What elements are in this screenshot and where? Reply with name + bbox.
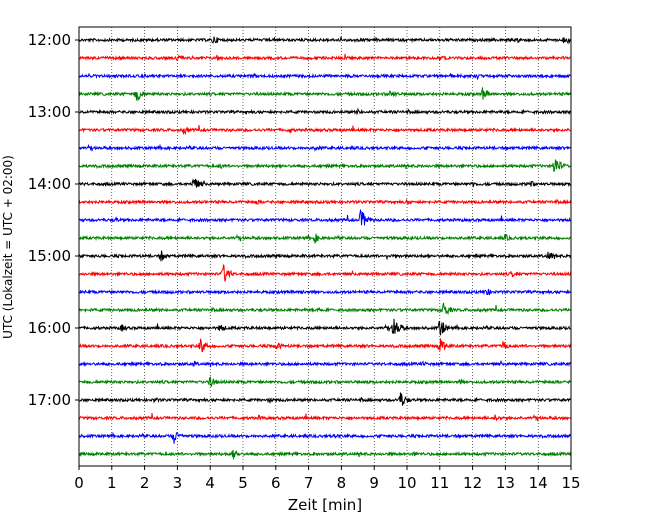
x-tick-label: 8	[337, 474, 347, 492]
y-axis-ticks: 12:00 13:00 14:00 15:00 16:00 17:00	[28, 31, 79, 409]
y-tick-label: 17:00	[28, 391, 71, 409]
seismogram-trace	[78, 288, 572, 296]
y-tick-label: 15:00	[28, 247, 71, 265]
x-tick-label: 11	[430, 474, 449, 492]
seismogram-trace	[78, 360, 572, 368]
x-tick-label: 9	[369, 474, 379, 492]
grid-lines	[111, 27, 539, 466]
seismogram-trace	[78, 431, 572, 444]
x-tick-label: 10	[397, 474, 416, 492]
seismogram-trace	[78, 53, 572, 62]
x-tick-label: 5	[238, 474, 248, 492]
seismogram-trace	[78, 107, 572, 116]
seismogram-trace	[78, 338, 572, 353]
seismogram-trace	[78, 376, 572, 387]
seismogram-trace	[78, 318, 572, 336]
y-tick-label: 16:00	[28, 319, 71, 337]
x-axis-ticks: 0 1 2 3 4 5 6 7 8 9 10 11 12 13 14 15	[74, 466, 581, 492]
plot-frame	[78, 26, 572, 467]
x-tick-label: 3	[173, 474, 183, 492]
y-tick-label: 12:00	[28, 31, 71, 49]
seismogram-trace	[78, 233, 572, 245]
y-tick-label: 14:00	[28, 175, 71, 193]
seismogram-trace	[78, 159, 572, 173]
seismogram-trace	[78, 36, 572, 45]
seismogram-trace	[78, 302, 572, 316]
seismogram-trace	[78, 250, 572, 262]
x-tick-label: 14	[529, 474, 548, 492]
seismogram-trace	[78, 449, 572, 460]
x-axis-label: Zeit [min]	[288, 496, 362, 514]
y-tick-label: 13:00	[28, 103, 71, 121]
x-tick-label: 1	[107, 474, 117, 492]
seismogram-trace	[78, 198, 572, 206]
y-axis-label: UTC (Lokalzeit = UTC + 02:00)	[1, 155, 15, 339]
x-tick-label: 6	[271, 474, 281, 492]
x-tick-label: 13	[496, 474, 515, 492]
x-tick-label: 0	[74, 474, 84, 492]
seismogram-trace	[78, 412, 572, 422]
seismogram-trace	[78, 264, 572, 282]
x-tick-label: 2	[140, 474, 150, 492]
seismogram-traces	[78, 36, 572, 460]
x-tick-label: 12	[463, 474, 482, 492]
seismogram-trace	[78, 72, 572, 80]
seismogram-trace	[78, 392, 572, 407]
seismogram-trace	[78, 178, 572, 188]
x-tick-label: 4	[205, 474, 215, 492]
seismogram-trace	[78, 87, 572, 102]
seismogram-trace	[78, 143, 572, 152]
seismogram-trace	[78, 208, 572, 226]
x-tick-label: 7	[304, 474, 314, 492]
x-tick-label: 15	[561, 474, 580, 492]
seismogram-trace	[78, 124, 572, 136]
